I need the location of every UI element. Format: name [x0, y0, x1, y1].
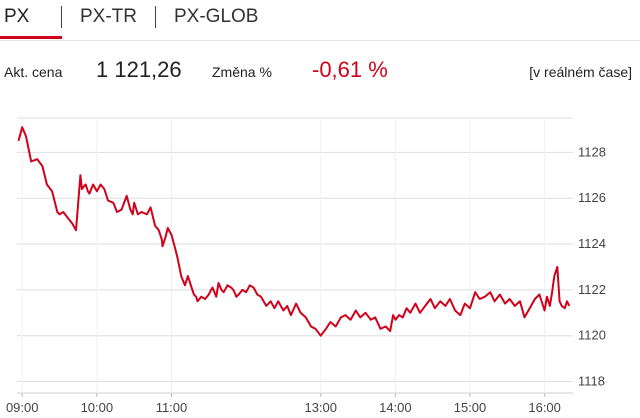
- change-value: -0,61 %: [312, 57, 388, 82]
- x-tick-label: 14:00: [379, 400, 412, 415]
- y-tick-label: 1118: [578, 374, 605, 389]
- price-label: Akt. cena: [4, 64, 63, 80]
- x-tick-label: 13:00: [304, 400, 337, 415]
- tab-divider: [61, 6, 62, 28]
- tab-divider: [155, 6, 156, 28]
- y-tick-label: 1128: [578, 144, 606, 159]
- quote-bar: Akt. cena 1 121,26 Změna % -0,61 % [v re…: [0, 48, 640, 88]
- y-tick-label: 1126: [578, 190, 606, 205]
- tab-px-tr[interactable]: PX-TR: [80, 6, 137, 27]
- price-value: 1 121,26: [96, 57, 182, 82]
- y-tick-label: 1120: [578, 328, 606, 343]
- active-tab-indicator: [0, 36, 62, 39]
- x-tick-label: 16:00: [528, 400, 561, 415]
- change-label: Změna %: [212, 64, 272, 80]
- x-tick-label: 15:00: [454, 400, 487, 415]
- x-tick-label: 11:00: [156, 400, 188, 415]
- realtime-link[interactable]: [v reálném čase]: [529, 64, 632, 80]
- y-tick-label: 1122: [578, 282, 606, 297]
- x-tick-label: 09:00: [6, 400, 39, 415]
- y-tick-label: 1124: [578, 236, 606, 251]
- tab-px-glob[interactable]: PX-GLOB: [174, 6, 259, 27]
- index-tabs: PX PX-TR PX-GLOB: [0, 0, 640, 41]
- x-tick-label: 10:00: [81, 400, 114, 415]
- price-series-line: [17, 126, 571, 337]
- tab-px[interactable]: PX: [4, 6, 30, 27]
